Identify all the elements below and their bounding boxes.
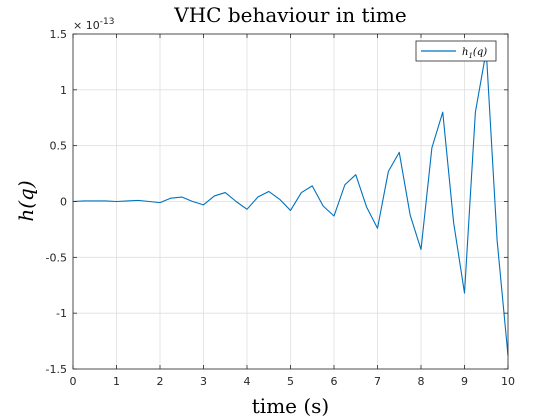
chart-title: VHC behaviour in time	[173, 3, 406, 27]
x-tick-label: 3	[200, 375, 207, 388]
y-axis-label: h(q)	[14, 180, 38, 221]
legend-label-arg: (q)	[473, 47, 487, 58]
x-tick-label: 4	[244, 375, 251, 388]
y-tick-label: 0.5	[50, 140, 68, 153]
y-tick-label: 1.5	[50, 28, 68, 41]
y-exponent-power: -13	[100, 17, 115, 27]
x-tick-label: 8	[418, 375, 425, 388]
x-tick-label: 5	[287, 375, 294, 388]
y-tick-label: 0	[60, 196, 67, 209]
legend-label-sub: 1	[468, 52, 472, 60]
x-tick-label: 6	[331, 375, 338, 388]
x-axis-label: time (s)	[252, 394, 329, 418]
y-tick-label: 1	[60, 84, 67, 97]
y-exponent-base: × 10	[73, 19, 100, 32]
y-tick-labels: -1.5 -1 -0.5 0 0.5 1 1.5	[46, 28, 67, 376]
x-tick-label: 1	[113, 375, 120, 388]
series-line-h1	[72, 50, 509, 356]
y-exponent-label: × 10-13	[73, 17, 114, 32]
x-tick-label: 7	[374, 375, 381, 388]
legend-entry-h1: h1(q)	[462, 47, 487, 60]
y-tick-label: -1.5	[46, 363, 67, 376]
x-tick-label: 9	[461, 375, 468, 388]
ticks	[72, 33, 509, 370]
legend: h1(q)	[415, 40, 497, 62]
x-tick-labels: 0 1 2 3 4 5 6 7 8 9 10	[70, 375, 516, 388]
legend-label-main: h	[462, 47, 468, 58]
x-tick-label: 10	[501, 375, 515, 388]
y-tick-label: -0.5	[46, 251, 67, 264]
y-tick-label: -1	[56, 307, 67, 320]
series-line-layer	[72, 50, 509, 356]
x-tick-label: 2	[157, 375, 164, 388]
x-tick-label: 0	[70, 375, 77, 388]
